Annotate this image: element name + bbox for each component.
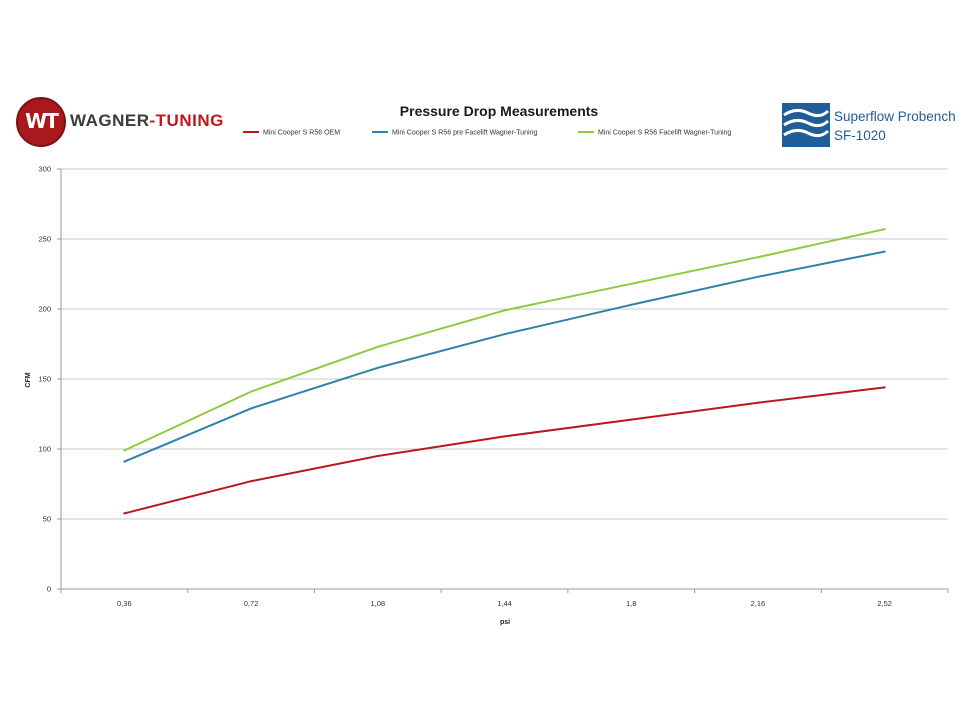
data-point — [250, 390, 253, 393]
y-tick-label: 250 — [38, 235, 51, 244]
y-tick-label: 300 — [38, 165, 51, 174]
series-line-2 — [123, 228, 886, 452]
data-point — [123, 449, 126, 452]
data-point — [883, 386, 886, 389]
x-tick-label: 0,72 — [244, 599, 259, 608]
legend-label: Mini Cooper S R56 pre Facelift Wagner-Tu… — [392, 130, 537, 137]
superflow-logo: Superflow Probench SF-1020 — [782, 103, 962, 149]
wagner-tuning-badge-text: WT — [25, 109, 59, 133]
data-point — [630, 418, 633, 421]
x-tick-label: 2,16 — [751, 599, 766, 608]
wagner-word: WAGNER — [70, 111, 150, 130]
x-tick-label: 0,36 — [117, 599, 132, 608]
data-point — [756, 256, 759, 259]
wagner-tuning-wordmark: WAGNER-TUNING — [70, 111, 224, 131]
x-tick-label: 1,8 — [626, 599, 636, 608]
x-tick-label: 1,08 — [370, 599, 385, 608]
chart-title: Pressure Drop Measurements — [400, 103, 599, 119]
data-point — [883, 228, 886, 231]
x-axis-label: psi — [500, 619, 510, 626]
legend-label: Mini Cooper S R56 OEM — [263, 130, 340, 137]
legend-label: Mini Cooper S R56 Facelift Wagner-Tuning — [598, 130, 731, 137]
y-tick-label: 50 — [43, 515, 51, 524]
plot-area: 0 50 100 150 200 250 300 0,36 0,72 1,08 1,44 1,8 2,1… — [38, 165, 949, 608]
data-point — [630, 303, 633, 306]
data-point — [503, 333, 506, 336]
superflow-wave-icon — [782, 103, 830, 147]
y-axis-label: CFM — [25, 372, 32, 387]
wagner-tuning-logo: WT WAGNER-TUNING — [14, 95, 234, 151]
data-point — [376, 455, 379, 457]
data-point — [250, 407, 253, 410]
data-point — [123, 512, 126, 515]
data-point — [756, 401, 759, 404]
chart-legend: Mini Cooper S R56 OEM Mini Cooper S R56 p… — [243, 130, 731, 137]
data-point — [503, 309, 506, 312]
data-point — [756, 275, 759, 278]
y-tick-label: 0 — [47, 585, 51, 594]
data-point — [376, 366, 379, 369]
data-point — [503, 435, 506, 438]
data-point — [630, 282, 633, 285]
data-point — [376, 345, 379, 348]
tuning-word: -TUNING — [149, 111, 224, 130]
series-line-0 — [123, 386, 886, 515]
x-tick-label: 1,44 — [497, 599, 512, 608]
data-point — [123, 460, 126, 463]
superflow-name: Superflow Probench — [834, 109, 956, 124]
data-point — [883, 250, 886, 253]
series-line-1 — [123, 250, 886, 463]
superflow-model: SF-1020 — [834, 128, 886, 143]
data-point — [250, 480, 253, 483]
y-tick-label: 200 — [38, 305, 51, 314]
y-tick-label: 100 — [38, 445, 51, 454]
wagner-tuning-badge-icon: WT — [16, 97, 66, 147]
x-tick-label: 2,52 — [877, 599, 892, 608]
y-tick-label: 150 — [38, 375, 51, 384]
